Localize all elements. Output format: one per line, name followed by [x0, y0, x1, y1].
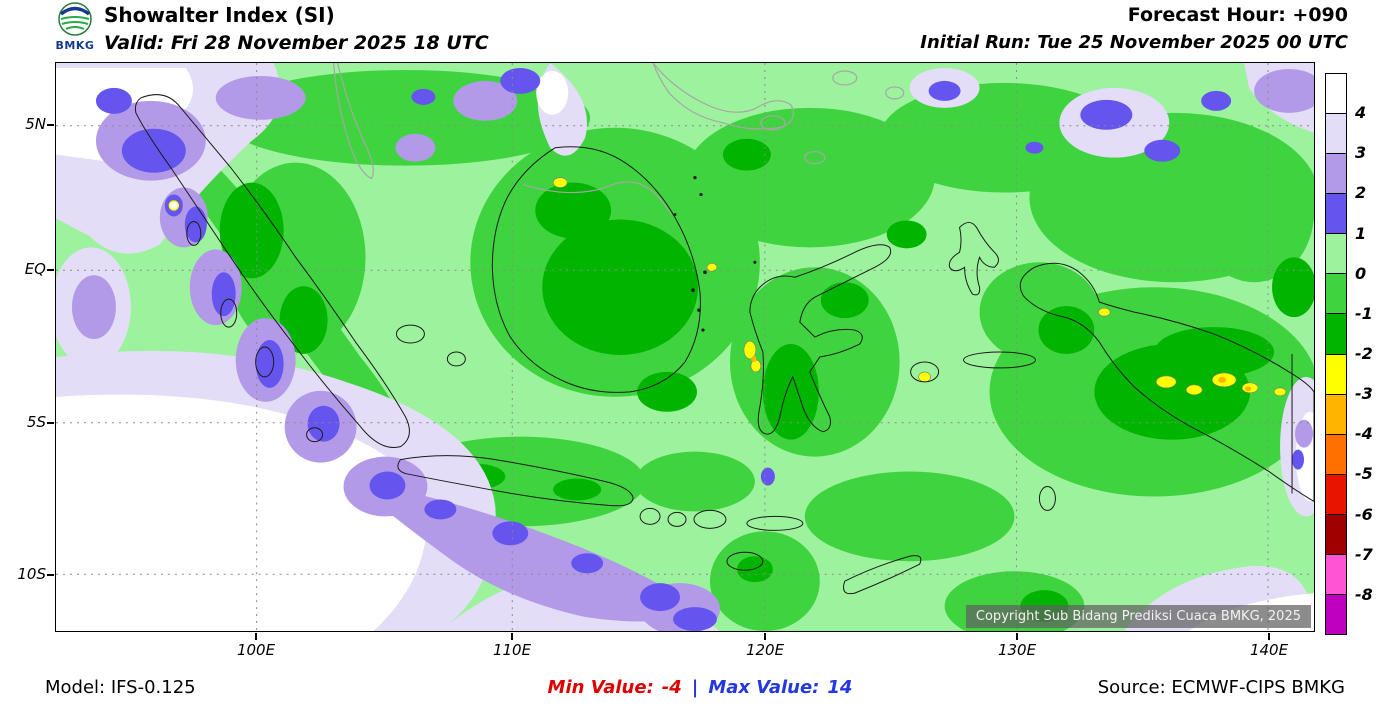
legend-swatch: [1326, 154, 1346, 195]
legend-swatch: [1326, 595, 1346, 635]
lon-tick: [1016, 633, 1018, 640]
legend-tick-1: 1: [1355, 224, 1367, 243]
lat-tick: [47, 269, 54, 271]
forecast-hour: Forecast Hour: +090: [1127, 4, 1348, 26]
lon-label-130e: 130E: [997, 641, 1037, 659]
papua-coastline: [1019, 262, 1314, 503]
lat-tick: [47, 422, 54, 424]
legend-tick--4: -4: [1355, 424, 1373, 443]
si-fill-green: [160, 69, 1314, 631]
legend-tick--8: -8: [1355, 585, 1373, 604]
kalimantan-coastline: [491, 146, 701, 393]
java-coastline: [397, 455, 634, 507]
si-fill-blue: [95, 67, 1305, 631]
gray-coastlines: [332, 63, 905, 215]
contour-specks: [673, 176, 757, 332]
halmahera-coastline: [948, 221, 999, 296]
legend-swatch: [1326, 274, 1346, 315]
lon-label-100e: 100E: [236, 641, 276, 659]
legend-swatch: [1326, 474, 1346, 515]
bmkg-logo-icon: [58, 2, 92, 36]
lat-label-eq: EQ: [24, 260, 46, 278]
lat-tick: [47, 124, 54, 126]
legend-swatch: [1326, 354, 1346, 395]
lat-label-10s: 10S: [17, 565, 46, 583]
max-value-label: Max Value:: [708, 677, 820, 698]
legend-swatch: [1326, 234, 1346, 275]
lat-label-5s: 5S: [26, 413, 46, 431]
legend-tick--1: -1: [1355, 304, 1373, 323]
lon-label-110e: 110E: [492, 641, 532, 659]
initial-run: Initial Run: Tue 25 November 2025 00 UTC: [920, 32, 1348, 53]
model-label: Model: IFS-0.125: [45, 677, 196, 698]
max-value: 14: [827, 677, 853, 698]
sumatra-coastline: [134, 94, 410, 448]
lon-tick: [511, 633, 513, 640]
minmax-values: Min Value: -4 | Max Value: 14: [0, 677, 1400, 698]
minmax-separator: |: [691, 677, 699, 698]
legend-tick--3: -3: [1355, 384, 1373, 403]
lat-label-5n: 5N: [25, 115, 46, 133]
min-value-label: Min Value:: [547, 677, 654, 698]
legend-tick--5: -5: [1355, 464, 1373, 483]
valid-time: Valid: Fri 28 November 2025 18 UTC: [104, 32, 489, 54]
legend-tick-4: 4: [1355, 103, 1367, 122]
legend-swatch: [1326, 394, 1346, 435]
title-block: Showalter Index (SI) Valid: Fri 28 Novem…: [104, 3, 489, 54]
map-canvas: Copyright Sub Bidang Prediksi Cuaca BMKG…: [55, 62, 1315, 632]
legend-swatch: [1326, 554, 1346, 596]
legend-tick-2: 2: [1355, 183, 1367, 202]
timor-coastline: [843, 555, 922, 595]
legend-tick--6: -6: [1355, 505, 1373, 524]
legend-tick-0: 0: [1355, 264, 1367, 283]
source-label: Source: ECMWF-CIPS BMKG: [1097, 677, 1345, 698]
min-value: -4: [661, 677, 682, 698]
legend-swatch: [1326, 434, 1346, 475]
copyright-watermark: Copyright Sub Bidang Prediksi Cuaca BMKG…: [965, 605, 1311, 628]
legend-swatch: [1326, 114, 1346, 155]
legend-swatch: [1326, 514, 1346, 555]
page-title: Showalter Index (SI): [104, 3, 335, 27]
legend-swatch: [1326, 74, 1346, 115]
lat-tick: [47, 574, 54, 576]
lon-label-140e: 140E: [1249, 641, 1289, 659]
legend-swatch: [1326, 314, 1346, 355]
lon-tick: [1268, 633, 1270, 640]
lon-label-120e: 120E: [745, 641, 785, 659]
run-info-block: Forecast Hour: +090 Initial Run: Tue 25 …: [920, 4, 1348, 53]
legend-colorbar: [1325, 73, 1347, 635]
sulawesi-coastline: [749, 244, 892, 435]
bmkg-logo: BMKG: [52, 2, 98, 52]
legend-tick-3: 3: [1355, 143, 1367, 162]
bmkg-logo-text: BMKG: [55, 39, 95, 52]
lon-tick: [255, 633, 257, 640]
si-contour-map: [56, 63, 1314, 631]
lon-tick: [764, 633, 766, 640]
coastlines: [134, 94, 1314, 595]
si-fill-severe-spots: [168, 177, 1287, 397]
si-fill-dark-green: [219, 138, 1314, 623]
legend-tick--2: -2: [1355, 344, 1373, 363]
legend-swatch: [1326, 194, 1346, 235]
legend-tick--7: -7: [1355, 545, 1373, 564]
